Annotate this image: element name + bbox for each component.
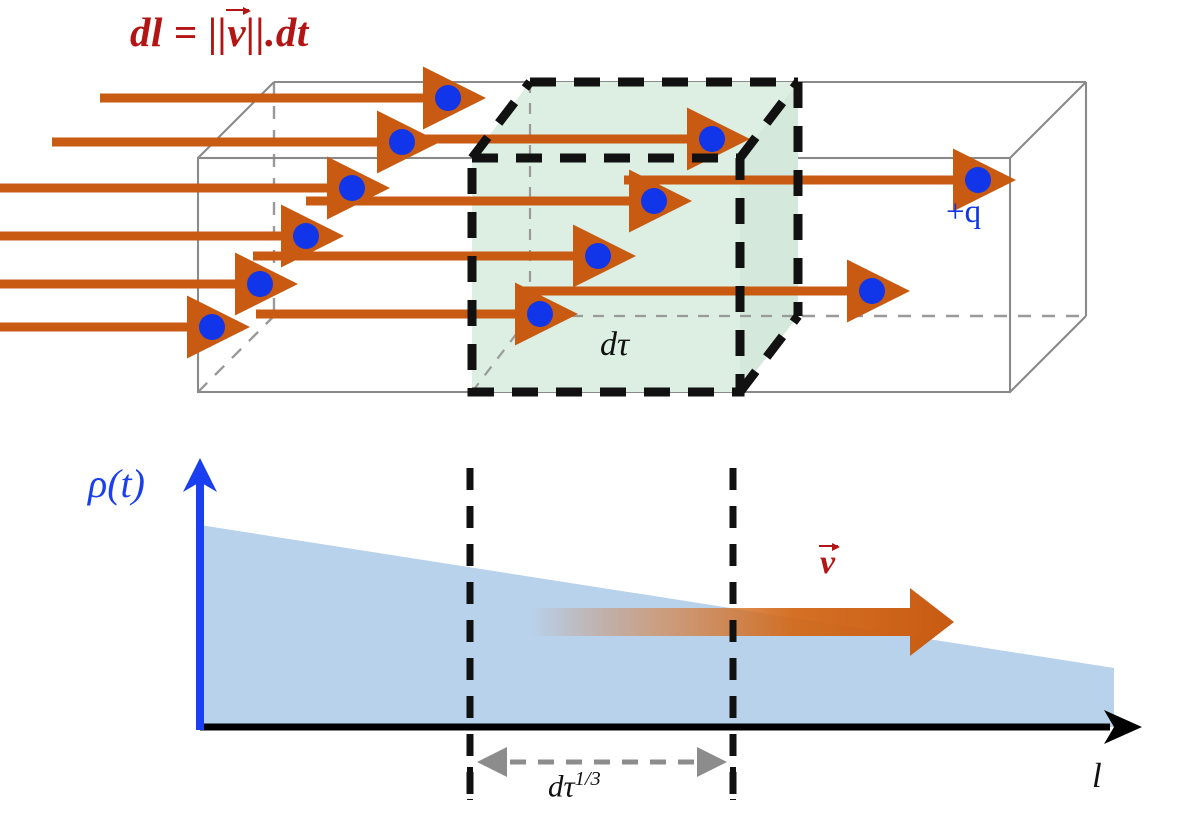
charge-flow-arrows xyxy=(0,66,1016,359)
charge-dot xyxy=(435,85,461,111)
charge-dot xyxy=(199,314,225,340)
x-axis xyxy=(200,710,1142,744)
charge-dot xyxy=(339,175,365,201)
velocity-vector-label: v xyxy=(819,542,841,582)
velocity-arrow-icon: v xyxy=(819,542,841,582)
length-axis-label: l xyxy=(1092,756,1102,795)
dimension-base: dτ xyxy=(548,768,575,804)
charge-dot xyxy=(699,126,725,152)
dimension-measure xyxy=(467,735,736,800)
formula-norm-close: || xyxy=(246,9,266,55)
charge-dot xyxy=(641,188,667,214)
dimension-label: dτ1/3 xyxy=(548,768,601,804)
y-axis xyxy=(183,458,217,730)
charge-label: +q xyxy=(946,194,982,230)
charge-dot xyxy=(293,223,319,249)
inner-cube-right-face xyxy=(740,82,798,392)
formula-vector-v: v xyxy=(227,9,247,55)
formula-dl-equals-norm-v-dt: dl = || v||.dt xyxy=(130,6,309,56)
formula-equals: = xyxy=(173,9,198,55)
formula-norm-open: || xyxy=(208,9,228,55)
charge-dot xyxy=(389,129,415,155)
dimension-exponent: 1/3 xyxy=(574,768,601,790)
formula-rhs: .dt xyxy=(265,9,309,55)
velocity-vector-arrow-icon: v xyxy=(226,6,251,56)
charge-dot xyxy=(585,243,611,269)
charge-dot xyxy=(965,167,991,193)
velocity-gradient-arrow xyxy=(530,588,954,656)
charge-dot xyxy=(859,278,885,304)
volume-element-label: dτ xyxy=(600,326,630,363)
density-axis-label: ρ(t) xyxy=(88,461,145,506)
formula-lhs: dl xyxy=(130,9,163,55)
inner-cube-dashed-outline xyxy=(467,77,803,397)
density-chart xyxy=(183,458,1142,800)
charge-dot xyxy=(527,301,553,327)
charge-dot xyxy=(247,271,273,297)
velocity-symbol: v xyxy=(820,544,836,581)
inner-volume-element xyxy=(471,82,798,393)
charge-dots xyxy=(199,85,991,340)
